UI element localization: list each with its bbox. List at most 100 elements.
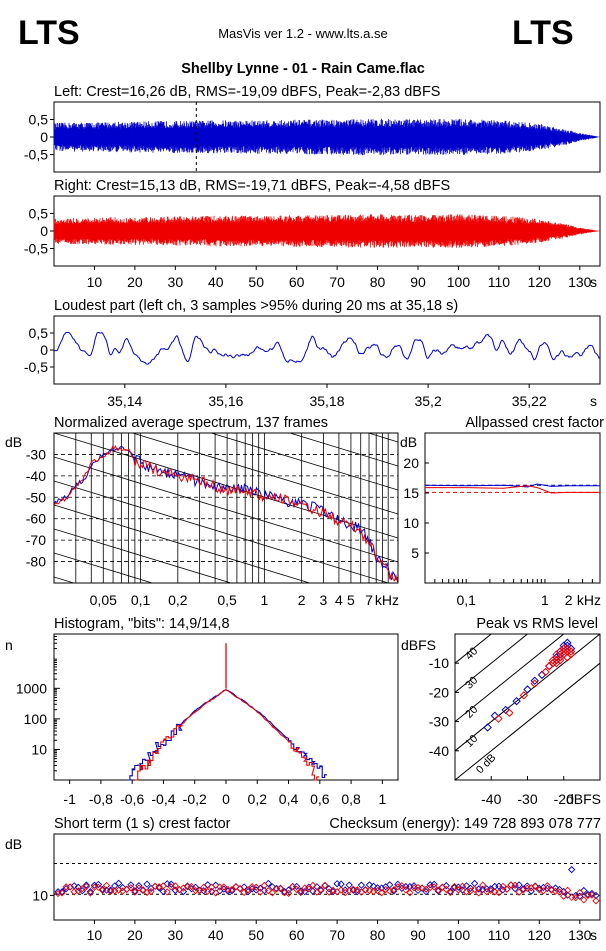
crest-diagonal xyxy=(455,662,600,780)
x-tick-label: 35,14 xyxy=(107,393,142,409)
crest-point-right xyxy=(163,888,171,896)
scatter-point-left xyxy=(530,676,539,685)
crest-point-right xyxy=(382,885,390,894)
x-tick-label: 7 xyxy=(365,592,373,608)
left_wave-waveform xyxy=(53,118,600,156)
crest-point-right xyxy=(446,888,454,897)
crest-point-right xyxy=(301,884,309,892)
crest-point-right xyxy=(280,889,289,897)
crest-point-right xyxy=(276,885,285,893)
crest-point-left xyxy=(466,884,475,892)
crest-point-right xyxy=(305,885,313,893)
crest-point-left xyxy=(564,891,572,899)
y-tick-label: 15 xyxy=(403,485,419,501)
x-tick-label: 70 xyxy=(329,274,345,290)
y-tick-label: -40 xyxy=(429,743,449,759)
crest-point-right xyxy=(426,883,434,892)
chart-title: Short term (1 s) crest factor xyxy=(54,816,231,832)
y-label: dB xyxy=(5,434,22,450)
crest-point-left xyxy=(131,887,139,895)
x-tick-label: 40 xyxy=(208,927,224,943)
x-tick-label: 130 xyxy=(568,274,592,290)
crest-point-left xyxy=(337,880,345,888)
crest-point-right xyxy=(252,883,260,891)
chart-title: Peak vs RMS level xyxy=(476,616,598,632)
crest-point-right xyxy=(115,886,123,894)
checksum: Checksum (energy): 149 728 893 078 777 xyxy=(329,816,601,832)
scatter-point-right xyxy=(519,691,529,700)
crest-point-right xyxy=(564,886,572,894)
right_wave-waveform xyxy=(53,214,600,248)
crest-point-left xyxy=(588,889,596,898)
y-tick-label: 100 xyxy=(24,711,48,727)
crest-point-left xyxy=(317,886,325,895)
crest-point-left xyxy=(86,888,95,896)
y-tick-label: 5 xyxy=(411,545,419,561)
x-tick-label: 35,22 xyxy=(512,393,547,409)
crest-point-right xyxy=(82,882,90,891)
crest-point-left xyxy=(576,892,584,900)
slope-gridline xyxy=(54,721,398,826)
crest-point-right xyxy=(491,888,499,896)
crest-point-right xyxy=(131,888,139,896)
crest-point-right xyxy=(200,883,208,891)
crest-point-right xyxy=(143,888,151,897)
crest-point-right xyxy=(503,885,511,893)
crest-point-left xyxy=(119,883,127,892)
x-tick-label: 1 xyxy=(378,791,386,807)
loudest-panel: Loudest part (left ch, 3 samples >95% du… xyxy=(24,298,601,409)
crest-point-right xyxy=(345,886,353,895)
y-tick-label: 20 xyxy=(403,455,419,471)
crest-point-right xyxy=(450,882,459,891)
x-tick-label: 60 xyxy=(289,274,305,290)
crest-point-right xyxy=(373,887,382,895)
spectrum-panel: Normalized average spectrum, 137 frames d… xyxy=(5,415,399,826)
x-tick-label: 0,2 xyxy=(168,592,188,608)
x-tick-label: -1 xyxy=(63,791,76,807)
crest-point-right xyxy=(244,886,252,894)
crest-point-right xyxy=(264,887,272,895)
crest-point-right xyxy=(418,884,426,892)
crest-point-right xyxy=(309,881,317,890)
x-tick-label: 70 xyxy=(329,927,345,943)
crest-point-right xyxy=(288,883,297,891)
y-tick-label: -0,5 xyxy=(24,147,48,163)
x-unit: kHz xyxy=(375,592,399,608)
slope-gridline xyxy=(54,456,398,563)
crest-point-right xyxy=(70,888,78,896)
crest-diagonal xyxy=(455,634,565,722)
x-tick-label: 100 xyxy=(447,927,471,943)
x-tick-label: -0,4 xyxy=(151,791,175,807)
x-tick-label: 50 xyxy=(248,927,264,943)
crest-point-right xyxy=(390,886,398,894)
x-tick-label: 130 xyxy=(568,927,592,943)
left_wave-panel: Left: Crest=16,26 dB, RMS=-19,09 dBFS, P… xyxy=(24,84,601,173)
x-tick-label: 4 xyxy=(335,592,343,608)
slope-gridline xyxy=(131,433,398,515)
crest-point-left xyxy=(333,880,341,888)
y-tick-label: -70 xyxy=(26,532,46,548)
x-unit: kHz xyxy=(577,592,601,608)
crest-point-left xyxy=(228,887,236,895)
crest-point-right xyxy=(572,894,580,902)
scatter-point-right xyxy=(548,656,558,665)
crest-point-right xyxy=(402,886,410,894)
crest-point-right xyxy=(547,886,556,894)
x-tick-label: 2 xyxy=(298,592,306,608)
crest-point-left xyxy=(167,880,175,888)
crest-diagonal-label: 10 xyxy=(463,733,480,750)
x-tick-label: -40 xyxy=(481,791,501,807)
crest-point-left xyxy=(94,880,103,889)
crest-point-right xyxy=(592,897,600,905)
logo-left: LTS xyxy=(18,14,80,52)
crest-point-right xyxy=(535,886,543,894)
crest-point-right xyxy=(406,889,414,897)
crest-point-right xyxy=(321,881,329,889)
crest-point-left xyxy=(58,888,66,896)
x-tick-label: 120 xyxy=(528,274,552,290)
crest-point-right xyxy=(434,886,442,894)
crest-point-right xyxy=(576,888,584,897)
scatter-point-right xyxy=(541,667,550,677)
crest-point-right xyxy=(151,882,159,890)
crest-point-left xyxy=(111,882,119,890)
